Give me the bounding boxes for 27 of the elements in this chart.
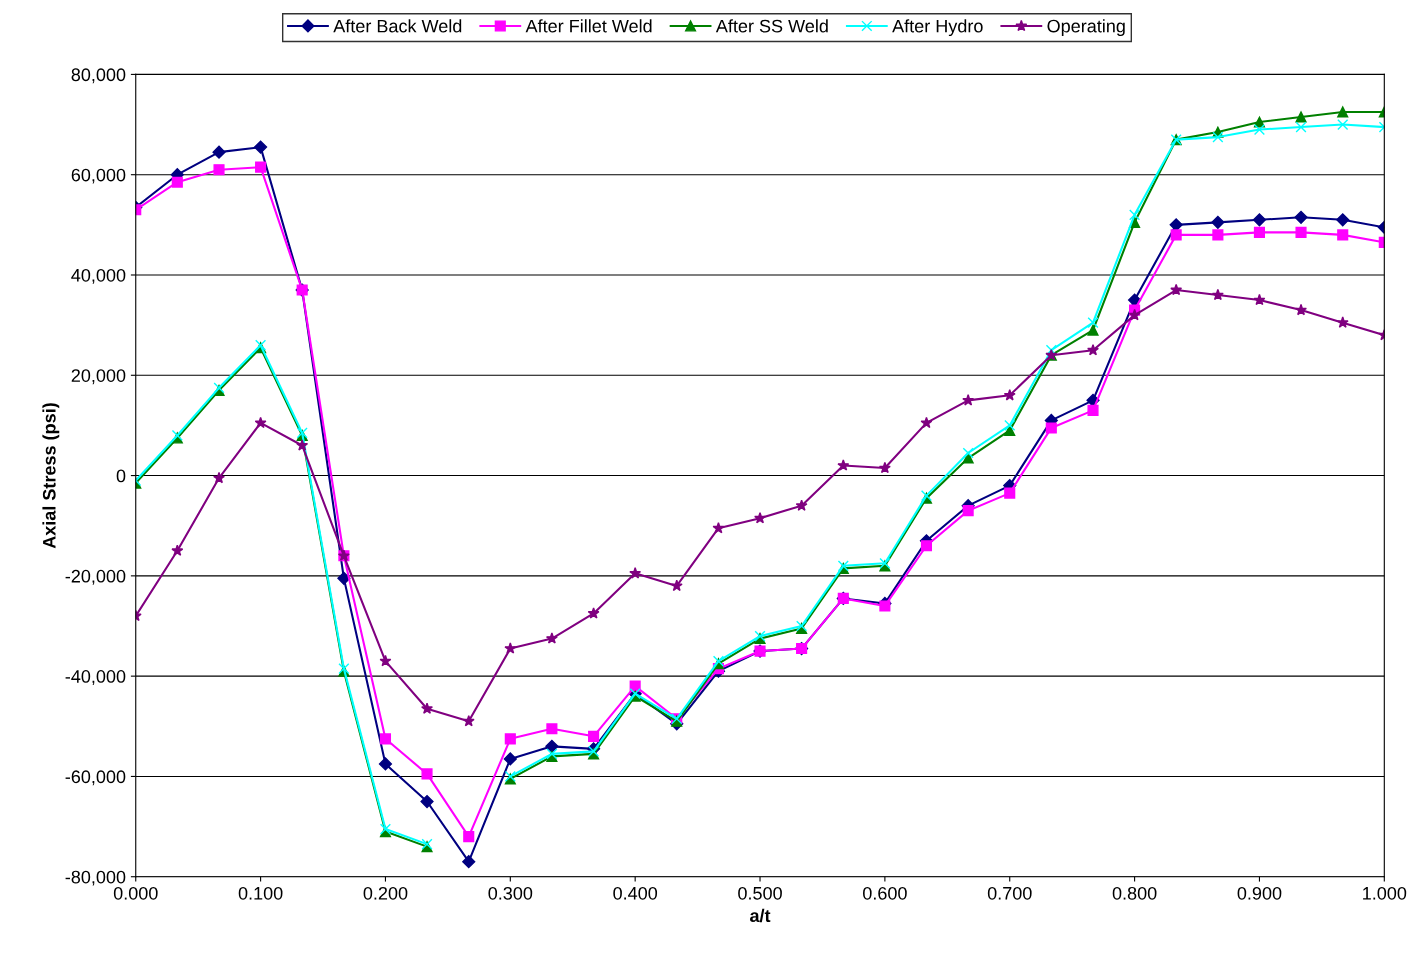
y-tick-label: -20,000: [65, 569, 126, 585]
x-tick-label: 0.600: [863, 886, 907, 900]
x-tick-label: 0.500: [738, 886, 782, 900]
x-axis-title: a/t: [750, 908, 771, 923]
y-tick-label: -60,000: [65, 770, 126, 786]
y-tick-label: 20,000: [71, 369, 126, 385]
x-tick-label: 0.100: [238, 886, 283, 900]
x-tick-label: 0.800: [1112, 886, 1157, 900]
y-tick-label: -40,000: [65, 670, 126, 685]
legend-label: After Back Weld: [333, 19, 462, 33]
x-tick-label: 0.400: [613, 886, 658, 900]
y-tick-label: 60,000: [71, 168, 126, 184]
y-axis-title: Axial Stress (psi): [42, 403, 60, 549]
x-tick-label: 0.300: [488, 886, 533, 900]
legend-label: After Fillet Weld: [525, 19, 652, 33]
x-tick-label: 1.000: [1363, 886, 1407, 900]
y-tick-label: 40,000: [71, 268, 126, 284]
legend-label: After Hydro: [892, 19, 983, 37]
y-tick-label: -80,000: [65, 870, 126, 886]
x-tick-label: 0.900: [1237, 886, 1282, 900]
legend-label: After SS Weld: [715, 19, 828, 33]
x-tick-label: 0.200: [363, 886, 408, 900]
legend-label: Operating: [1047, 19, 1125, 37]
y-tick-label: 80,000: [71, 68, 126, 84]
x-tick-label: 0.700: [987, 886, 1032, 900]
y-tick-label: 0: [116, 469, 126, 483]
x-tick-label: 0.000: [113, 886, 158, 900]
